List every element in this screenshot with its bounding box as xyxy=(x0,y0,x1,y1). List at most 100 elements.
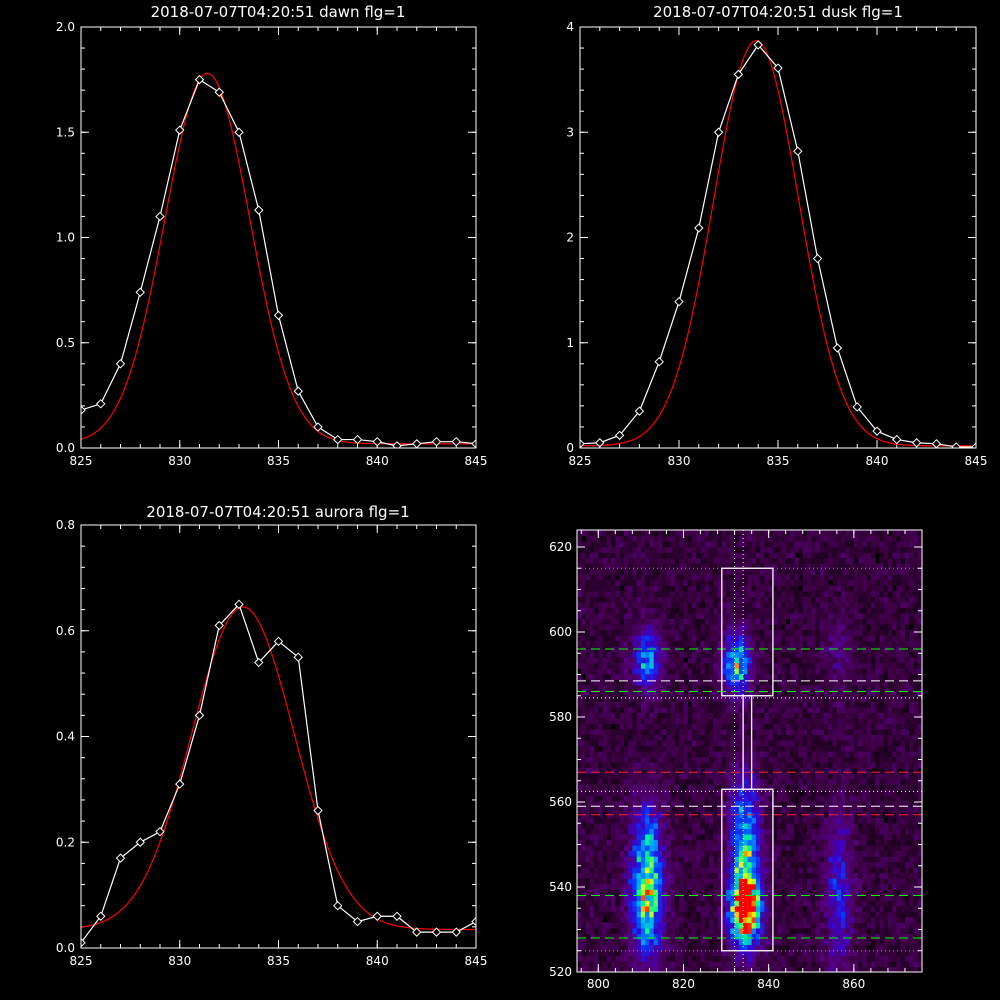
dawn-data-point xyxy=(135,287,145,297)
aurora-xtick-label: 830 xyxy=(168,954,191,968)
dawn-xtick-label: 830 xyxy=(168,454,191,468)
dawn-data-point xyxy=(313,422,323,432)
aurora-plot-area xyxy=(81,599,476,948)
dusk-data-point xyxy=(832,343,843,353)
aurora-data-point xyxy=(234,599,244,610)
dawn-data-point xyxy=(234,127,244,137)
dawn-data-point xyxy=(451,436,461,447)
aurora-data-point xyxy=(352,916,363,927)
dusk-data-point xyxy=(971,442,976,448)
dawn-data-point xyxy=(214,87,224,97)
dusk-data-point xyxy=(793,146,803,156)
dusk-data-point xyxy=(931,439,942,448)
dusk-data-point xyxy=(911,438,922,448)
aurora-data-point xyxy=(194,710,205,721)
dusk-data-point xyxy=(773,63,783,73)
aurora-data-point xyxy=(313,805,323,816)
dawn-plot-area xyxy=(81,72,476,448)
heatmap-ytick-label: 580 xyxy=(549,710,572,724)
dawn-data-point xyxy=(412,439,422,448)
dawn-data-point xyxy=(175,125,185,135)
dusk-data-point xyxy=(733,69,744,80)
aurora-data-point xyxy=(451,927,461,937)
heatmap-roi-box xyxy=(742,695,753,790)
heatmap-xtick-label: 800 xyxy=(587,977,610,991)
aurora-ytick-label: 0.2 xyxy=(56,835,75,849)
aurora-data-point xyxy=(81,938,86,948)
dusk-ytick-label: 3 xyxy=(566,125,574,139)
aurora-ytick-label: 0.0 xyxy=(56,941,75,955)
aurora-data-point xyxy=(372,911,382,921)
heatmap-image xyxy=(577,530,922,972)
dusk-data-point xyxy=(694,223,704,233)
dusk-data-point xyxy=(580,439,585,448)
dawn-data-point xyxy=(155,211,165,222)
dawn-data-point xyxy=(392,441,402,448)
aurora-data-point xyxy=(431,927,442,937)
dawn-data-line xyxy=(81,78,476,447)
heatmap-ytick-label: 620 xyxy=(549,540,572,554)
dawn-xtick-label: 835 xyxy=(267,454,290,468)
dawn-data-point xyxy=(96,399,106,409)
dusk-data-point xyxy=(634,406,645,416)
aurora-frame xyxy=(80,524,477,949)
dusk-xtick-label: 825 xyxy=(569,454,592,468)
dusk-gaussian-fit-line xyxy=(580,40,976,447)
heatmap-ytick-label: 560 xyxy=(549,795,572,809)
dawn-data-point xyxy=(115,359,126,369)
dusk-data-point xyxy=(872,426,882,436)
dusk-data-point xyxy=(595,438,605,448)
dawn-data-point xyxy=(333,434,343,445)
dawn-data-point xyxy=(352,434,363,445)
heatmap-xtick-label: 840 xyxy=(757,977,780,991)
heatmap-xtick-label: 860 xyxy=(842,977,865,991)
dusk-data-point xyxy=(951,442,961,448)
dusk-ytick-label: 4 xyxy=(566,20,574,34)
aurora-data-point xyxy=(175,779,185,789)
dusk-plot-title: 2018-07-07T04:20:51 dusk flg=1 xyxy=(653,3,903,21)
heatmap-ytick-label: 600 xyxy=(549,625,572,639)
aurora-data-point xyxy=(471,916,476,927)
dawn-xtick-label: 840 xyxy=(366,454,389,468)
dawn-data-point xyxy=(431,436,442,447)
aurora-plot-title: 2018-07-07T04:20:51 aurora flg=1 xyxy=(146,503,409,521)
detector-image-heatmap: 800 820 840 860 520 540 560 580 600 620 xyxy=(549,529,923,991)
dusk-ytick-label: 0 xyxy=(566,441,574,455)
dawn-ytick-label: 1.0 xyxy=(56,231,75,245)
aurora-data-point xyxy=(96,911,106,921)
heatmap-xtick-label: 820 xyxy=(672,977,695,991)
dawn-data-point xyxy=(194,74,205,85)
dawn-data-point xyxy=(471,439,476,448)
dawn-spectrum-plot: 2018-07-07T04:20:51 dawn flg=1 825 830 835… xyxy=(56,3,488,468)
dusk-spectrum-plot: 2018-07-07T04:20:51 dusk flg=1 825 830 835… xyxy=(566,3,987,468)
dusk-data-point xyxy=(674,296,684,307)
dusk-data-line xyxy=(580,43,976,448)
aurora-data-line xyxy=(81,603,476,944)
aurora-data-point xyxy=(135,837,145,847)
aurora-data-point xyxy=(155,826,165,837)
dawn-ytick-label: 0.5 xyxy=(56,336,75,350)
dusk-xtick-label: 835 xyxy=(767,454,790,468)
dusk-xtick-label: 830 xyxy=(668,454,691,468)
dusk-data-point xyxy=(614,430,625,441)
aurora-data-point xyxy=(115,853,126,863)
dusk-data-point xyxy=(892,434,902,445)
dusk-xtick-label: 840 xyxy=(866,454,889,468)
aurora-spectrum-plot: 2018-07-07T04:20:51 aurora flg=1 825 830 8… xyxy=(56,503,488,968)
aurora-xtick-label: 825 xyxy=(70,954,93,968)
dusk-ytick-label: 1 xyxy=(566,336,574,350)
aurora-gaussian-fit-line xyxy=(81,606,476,931)
dusk-data-point xyxy=(753,40,763,50)
dawn-data-point xyxy=(293,386,303,396)
aurora-data-point xyxy=(392,911,402,921)
dusk-data-point xyxy=(654,356,664,367)
dusk-data-point xyxy=(812,253,823,264)
heatmap-ytick-label: 540 xyxy=(549,880,572,894)
dawn-frame xyxy=(80,26,477,449)
dawn-ytick-label: 2.0 xyxy=(56,20,75,34)
aurora-xtick-label: 835 xyxy=(267,954,290,968)
dusk-data-point xyxy=(713,127,724,137)
aurora-data-point xyxy=(254,657,264,668)
dusk-ytick-label: 2 xyxy=(566,231,574,245)
